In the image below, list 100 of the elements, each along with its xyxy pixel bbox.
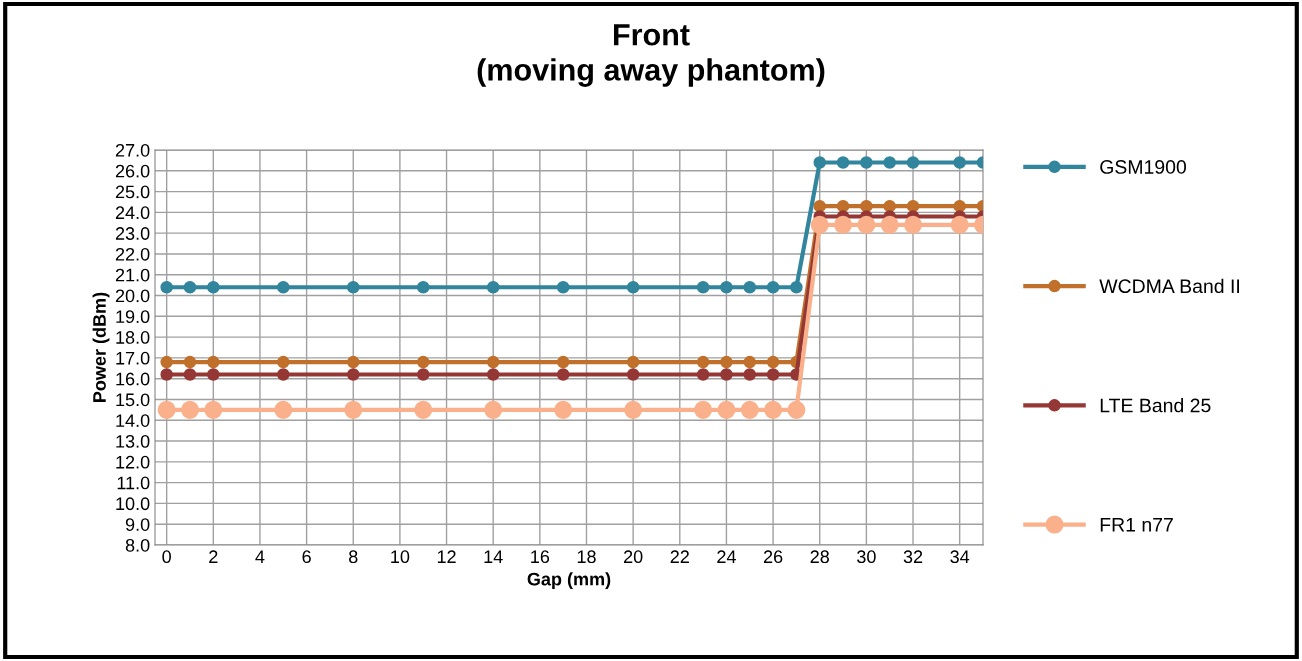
point <box>696 280 710 294</box>
point <box>813 199 826 213</box>
point <box>694 400 713 419</box>
y-tick-label: 13.0 <box>116 434 150 448</box>
point <box>766 280 780 294</box>
legend-label: WCDMA Band II <box>1099 278 1239 294</box>
point <box>696 355 710 369</box>
x-tick-label: 20 <box>624 550 643 564</box>
point <box>953 156 966 169</box>
legend-label: LTE Band 25 <box>1100 398 1211 413</box>
point <box>347 280 360 294</box>
y-tick-label: 10.0 <box>116 497 150 511</box>
point <box>857 215 876 234</box>
point <box>813 156 826 169</box>
point <box>860 199 873 213</box>
point <box>810 215 829 234</box>
point <box>906 199 920 213</box>
point <box>764 400 783 419</box>
point <box>740 400 759 419</box>
point <box>906 156 920 169</box>
x-tick-label: 26 <box>763 550 783 564</box>
y-tick-label: 25.0 <box>115 185 150 199</box>
point <box>183 280 197 294</box>
point <box>347 355 360 369</box>
point <box>717 400 736 419</box>
point <box>836 156 850 169</box>
point <box>720 355 733 369</box>
y-tick-label: 14.0 <box>116 414 150 427</box>
point <box>860 156 873 169</box>
x-tick-label: 30 <box>857 550 876 564</box>
y-tick-label: 17.0 <box>116 351 150 365</box>
y-tick-label: 26.0 <box>115 164 150 178</box>
point <box>484 400 503 419</box>
legend-label: GSM1900 <box>1100 160 1187 174</box>
point <box>274 400 293 419</box>
point <box>486 355 500 369</box>
x-tick-label: 12 <box>437 550 456 563</box>
x-tick-label: 34 <box>950 550 970 564</box>
point <box>416 368 430 381</box>
y-tick-label: 22.0 <box>115 247 150 261</box>
y-tick-label: 16.0 <box>116 372 150 386</box>
point <box>183 368 197 381</box>
y-tick-label: 21.0 <box>115 268 150 282</box>
point <box>953 199 966 213</box>
y-tick-label: 12.0 <box>116 455 150 469</box>
y-tick-label: 27.0 <box>115 143 150 157</box>
point <box>486 280 500 294</box>
point <box>743 368 757 381</box>
point <box>207 355 220 369</box>
point <box>903 215 923 234</box>
point <box>626 355 640 369</box>
point <box>277 355 290 369</box>
point <box>790 280 803 294</box>
y-tick-label: 9.0 <box>125 518 150 531</box>
point <box>556 355 570 369</box>
point <box>556 368 570 381</box>
y-tick-label: 23.0 <box>115 227 150 240</box>
point <box>486 368 500 381</box>
point <box>743 355 757 369</box>
x-axis-title: Gap (mm) <box>527 572 611 590</box>
point <box>883 199 896 213</box>
x-tick-label: 18 <box>577 550 596 564</box>
y-tick-label: 18.0 <box>116 331 150 344</box>
x-tick-label: 16 <box>531 550 550 564</box>
point <box>277 368 290 381</box>
x-tick-label: 10 <box>391 550 410 564</box>
point <box>883 156 896 169</box>
point <box>836 199 850 213</box>
point <box>834 215 853 234</box>
chart-title: Front (moving away phantom) <box>477 24 825 87</box>
y-tick-label: 15.0 <box>116 393 150 407</box>
x-tick-label: 22 <box>670 550 689 563</box>
point <box>766 355 780 369</box>
point <box>743 280 757 294</box>
point <box>626 280 640 294</box>
y-tick-label: 11.0 <box>117 476 150 490</box>
x-tick-label: 28 <box>810 550 829 564</box>
point <box>207 368 220 381</box>
point <box>180 400 200 419</box>
point <box>720 280 733 294</box>
x-tick-label: 2 <box>209 550 218 563</box>
point <box>556 280 570 294</box>
x-tick-label: 4 <box>255 550 265 563</box>
point <box>696 368 710 381</box>
x-tick-label: 0 <box>162 550 171 564</box>
point <box>624 400 643 419</box>
point <box>554 400 573 419</box>
point <box>207 280 220 294</box>
point <box>720 368 733 381</box>
point <box>766 368 780 381</box>
point <box>277 280 290 294</box>
point <box>950 215 969 234</box>
point <box>787 400 806 419</box>
point <box>160 280 173 294</box>
point <box>880 215 899 234</box>
y-tick-label: 24.0 <box>115 206 150 220</box>
point <box>183 355 197 369</box>
y-axis-title: Power (dBm) <box>92 292 110 402</box>
point <box>414 400 433 419</box>
point <box>204 400 223 419</box>
